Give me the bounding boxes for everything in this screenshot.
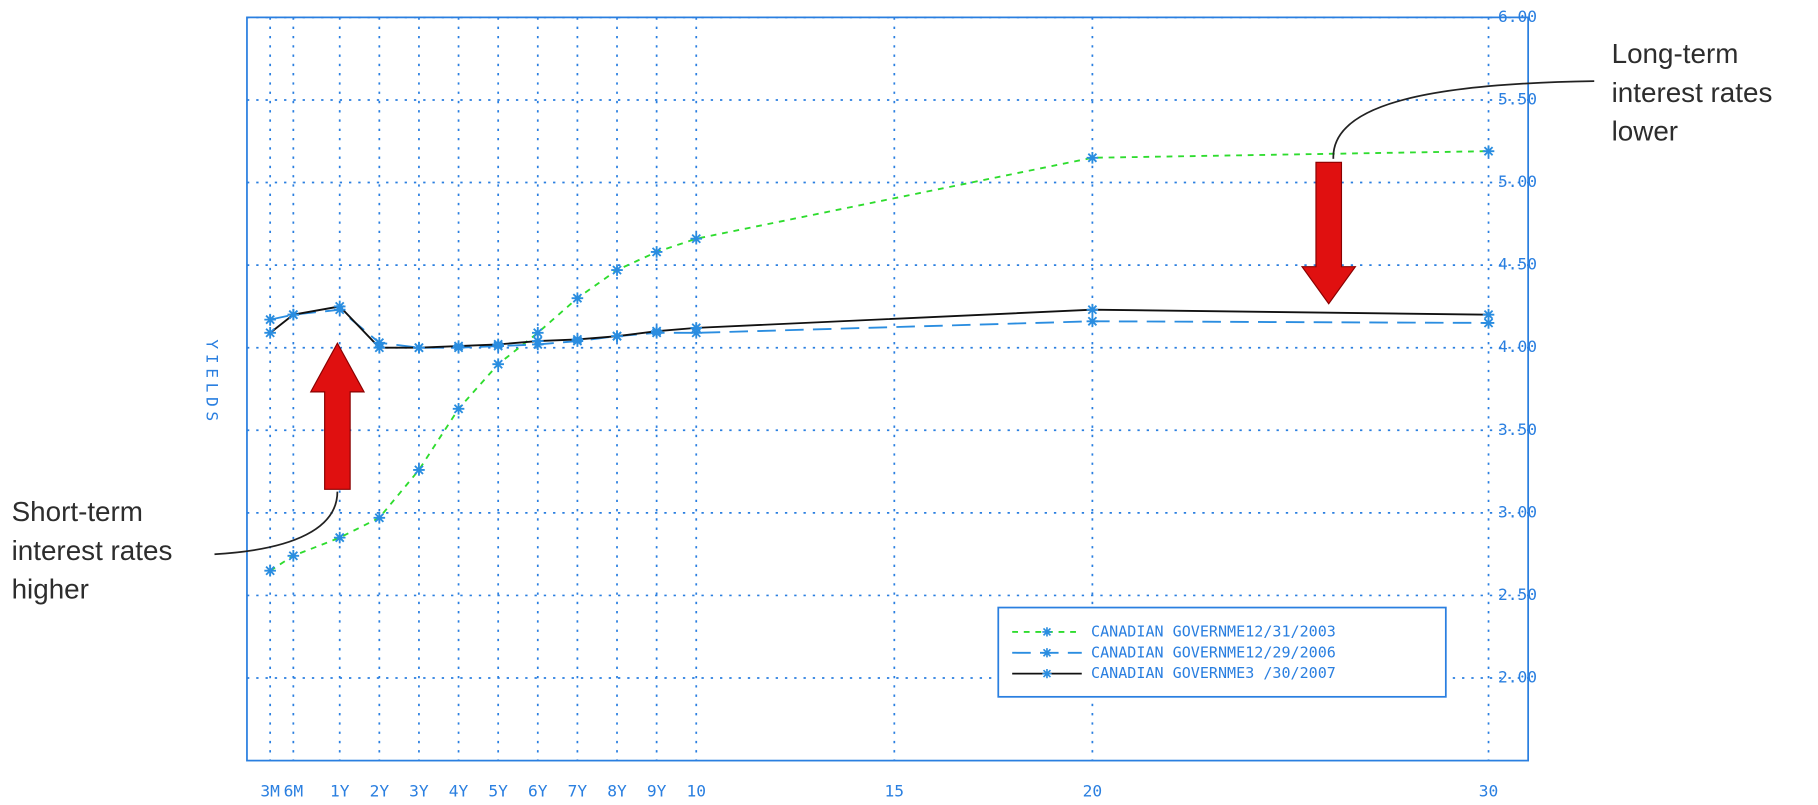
annotation: interest rates <box>1612 77 1773 108</box>
x-tick-label: 20 <box>1083 781 1103 800</box>
legend-label: CANADIAN GOVERNME12/29/2006 <box>1091 643 1336 661</box>
y-tick-label: 3.00 <box>1498 502 1537 521</box>
y-axis-label: YIELDS <box>203 339 222 425</box>
y-tick-label: 6.00 <box>1498 7 1537 26</box>
annotation: Long-term <box>1612 38 1739 69</box>
y-tick-label: 4.50 <box>1498 255 1537 274</box>
marker <box>492 338 504 351</box>
y-tick-label: 4.00 <box>1498 337 1537 356</box>
x-tick-label: 2Y <box>370 781 390 800</box>
legend-marker <box>1042 627 1052 637</box>
legend-label: CANADIAN GOVERNME3 /30/2007 <box>1091 664 1336 682</box>
annotation: interest rates <box>12 535 173 566</box>
marker <box>333 300 346 313</box>
marker <box>531 327 544 339</box>
callout-curve <box>1332 80 1595 159</box>
marker <box>287 308 300 321</box>
x-tick-label: 4Y <box>449 781 469 800</box>
x-tick-label: 3Y <box>409 781 429 800</box>
marker <box>1086 315 1099 328</box>
y-tick-label: 3.50 <box>1498 420 1537 439</box>
marker <box>611 330 623 342</box>
x-tick-label: 6M <box>284 781 304 800</box>
marker <box>531 335 544 347</box>
marker <box>264 564 276 577</box>
marker <box>333 531 346 544</box>
marker <box>492 358 504 371</box>
x-tick-label: 7Y <box>568 781 588 800</box>
marker <box>611 264 623 276</box>
marker <box>452 340 465 352</box>
marker <box>264 313 276 326</box>
marker <box>373 512 386 524</box>
x-tick-label: 5Y <box>488 781 508 800</box>
up-arrow <box>309 341 366 490</box>
marker <box>452 403 465 415</box>
marker <box>1482 308 1495 321</box>
annotation: higher <box>12 574 89 605</box>
y-tick-label: 5.50 <box>1498 89 1537 108</box>
series-line <box>269 305 1489 349</box>
annotation: Short-term <box>12 496 143 527</box>
legend-marker <box>1042 648 1052 658</box>
x-tick-label: 15 <box>885 781 905 800</box>
marker <box>690 232 703 245</box>
x-tick-label: 30 <box>1479 781 1499 800</box>
marker <box>1482 317 1495 329</box>
series-line <box>269 308 1489 349</box>
series-line <box>269 150 1489 572</box>
x-tick-label: 1Y <box>330 781 350 800</box>
marker <box>650 325 663 337</box>
x-tick-label: 10 <box>686 781 706 800</box>
legend-label: CANADIAN GOVERNME12/31/2003 <box>1091 622 1336 640</box>
y-tick-label: 2.00 <box>1498 668 1537 687</box>
marker <box>650 246 663 258</box>
y-tick-label: 5.00 <box>1498 172 1537 191</box>
legend-marker <box>1042 668 1052 679</box>
marker <box>373 341 386 354</box>
marker <box>413 464 425 476</box>
x-tick-label: 8Y <box>607 781 627 800</box>
marker <box>1482 145 1495 157</box>
marker <box>690 322 703 334</box>
annotation: lower <box>1612 116 1678 147</box>
marker <box>571 333 584 346</box>
marker <box>287 550 300 562</box>
marker <box>1086 151 1099 164</box>
callout-curve <box>214 491 339 556</box>
x-tick-label: 3M <box>260 781 280 800</box>
marker <box>264 327 276 339</box>
marker <box>571 292 584 304</box>
x-tick-label: 6Y <box>528 781 548 800</box>
marker <box>413 341 425 354</box>
marker <box>1086 303 1099 316</box>
y-tick-label: 2.50 <box>1498 585 1537 604</box>
x-tick-label: 9Y <box>647 781 667 800</box>
down-arrow <box>1300 161 1357 305</box>
